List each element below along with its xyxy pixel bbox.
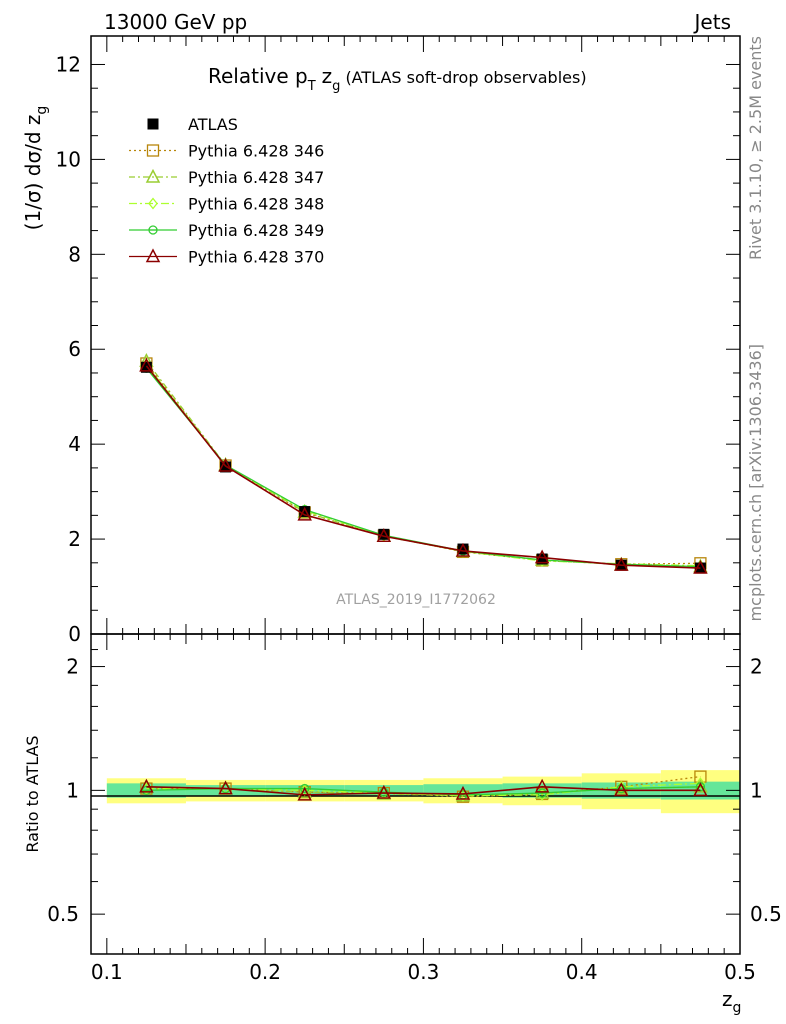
series-atlas <box>140 361 706 574</box>
data-point <box>534 549 550 564</box>
ratio-y-tick-label: 2 <box>66 655 79 679</box>
ratio-axis-ticks: 0.5 0.5 1 1 2 2 0.1 0.2 0.3 0.4 0.5 <box>47 634 782 984</box>
main-y-tick-label: 4 <box>68 432 81 456</box>
data-point <box>376 528 392 542</box>
ratio-y-tick-label: 0.5 <box>47 902 79 926</box>
ratio-point <box>614 782 629 797</box>
band-inner <box>265 785 345 796</box>
ratio-uncertainty-bands <box>106 770 740 814</box>
main-y-tick-label: 6 <box>68 337 81 361</box>
legend-item: ATLAS <box>147 115 238 134</box>
legend-label: Pythia 6.428 370 <box>188 248 324 267</box>
ratio-series-370 <box>139 778 708 801</box>
legend: ATLAS Pythia 6.428 346 Pythia 6.428 347 Pyt… <box>129 115 324 267</box>
legend-marker <box>145 168 161 183</box>
legend-marker <box>146 144 160 157</box>
legend-label: Pythia 6.428 346 <box>188 142 324 161</box>
ratio-y-tick-label-right: 2 <box>750 655 763 679</box>
ratio-y-tick-label-right: 1 <box>750 778 763 802</box>
legend-item: Pythia 6.428 349 <box>129 221 324 240</box>
series-line <box>145 365 701 569</box>
legend-item: Pythia 6.428 348 <box>129 195 324 214</box>
band-inner <box>185 785 266 796</box>
legend-marker <box>148 197 158 210</box>
ratio-point <box>139 778 154 793</box>
x-axis-label: zg <box>722 987 741 1016</box>
data-point <box>297 506 312 521</box>
main-y-axis-label: (1/σ) dσ/d zg <box>21 106 50 231</box>
ratio-point <box>693 782 708 797</box>
data-point <box>378 528 390 540</box>
legend-item: Pythia 6.428 347 <box>129 168 324 187</box>
main-y-tick-label: 10 <box>56 147 81 171</box>
ratio-point <box>376 784 392 799</box>
header-right-label: Jets <box>693 10 731 34</box>
data-point <box>536 553 548 565</box>
data-point <box>218 457 233 472</box>
x-tick-label: 0.4 <box>566 960 598 984</box>
rivet-version-label: Rivet 3.1.10, ≥ 2.5M events <box>746 36 765 260</box>
legend-marker <box>147 118 159 130</box>
data-point <box>693 559 708 574</box>
band-inner <box>344 785 424 796</box>
header-left-label: 13000 GeV pp <box>104 10 247 34</box>
ratio-line <box>146 786 701 796</box>
main-plot-title: Relative pT zg (ATLAS soft-drop observable… <box>208 64 587 94</box>
series-370 <box>139 357 708 574</box>
x-tick-label: 0.2 <box>249 960 281 984</box>
legend-marker <box>145 248 161 263</box>
ratio-point <box>297 786 312 801</box>
legend-label: ATLAS <box>188 115 238 134</box>
data-point <box>457 543 469 555</box>
main-axis-ticks: 0 2 4 6 8 10 12 <box>56 36 741 646</box>
ratio-point <box>218 780 233 795</box>
data-point <box>220 461 232 473</box>
data-point <box>140 361 152 373</box>
ratio-y-tick-label-right: 0.5 <box>750 902 782 926</box>
main-series-group <box>139 352 708 574</box>
ratio-point <box>455 785 471 800</box>
main-y-tick-label: 12 <box>56 52 81 76</box>
ratio-point <box>693 778 708 793</box>
data-point <box>614 557 629 571</box>
ratio-y-tick-label: 1 <box>66 778 79 802</box>
x-tick-label: 0.1 <box>91 960 123 984</box>
ratio-point <box>694 770 707 783</box>
ratio-series-group <box>139 770 708 803</box>
main-y-tick-label: 2 <box>68 527 81 551</box>
legend-label: Pythia 6.428 348 <box>188 195 324 214</box>
mcplots-label: mcplots.cern.ch [arXiv:1306.3436] <box>746 344 765 621</box>
data-point <box>299 506 311 518</box>
data-point <box>455 542 471 557</box>
data-point <box>139 357 154 372</box>
legend-label: Pythia 6.428 347 <box>188 168 324 187</box>
ratio-point <box>695 777 706 790</box>
main-y-tick-label: 8 <box>68 242 81 266</box>
analysis-watermark: ATLAS_2019_I1772062 <box>336 592 496 608</box>
ratio-plot-frame <box>90 633 741 955</box>
legend-label: Pythia 6.428 349 <box>188 221 324 240</box>
legend-item: Pythia 6.428 346 <box>129 142 324 161</box>
x-tick-label: 0.5 <box>724 960 756 984</box>
ratio-point <box>534 778 550 793</box>
main-y-tick-label: 0 <box>68 622 81 646</box>
x-tick-label: 0.3 <box>408 960 440 984</box>
legend-item: Pythia 6.428 370 <box>129 248 324 267</box>
ratio-y-axis-label: Ratio to ATLAS <box>23 735 42 852</box>
